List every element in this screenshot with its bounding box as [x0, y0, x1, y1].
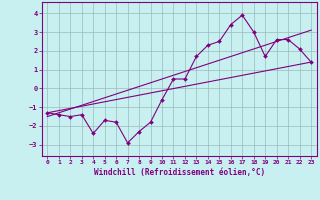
X-axis label: Windchill (Refroidissement éolien,°C): Windchill (Refroidissement éolien,°C) [94, 168, 265, 177]
